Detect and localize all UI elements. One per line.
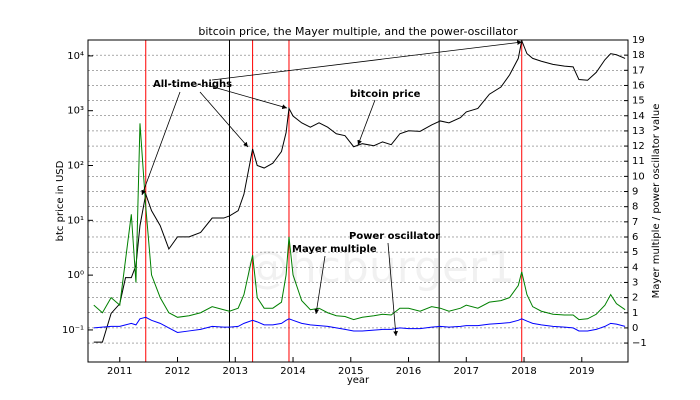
chart-title: bitcoin price, the Mayer multiple, and t… (198, 25, 518, 38)
annotation: All-time-highs (153, 79, 232, 90)
series-line (93, 40, 626, 343)
arrow (199, 91, 249, 148)
x-tick-label: 2016 (396, 366, 421, 377)
y2-tick-label: 19 (632, 35, 645, 46)
series-line (93, 316, 626, 333)
y-tick-label: 10⁴ (67, 51, 84, 62)
y2-tick-label: 18 (632, 50, 645, 61)
y-tick-label: 10³ (67, 106, 84, 117)
x-tick-label: 2018 (511, 366, 536, 377)
x-tick-label: 2012 (165, 366, 190, 377)
x-tick-label: 2015 (338, 366, 363, 377)
annotation: bitcoin price (350, 89, 421, 100)
y2-tick-label: 8 (632, 202, 638, 213)
y2-tick-label: 2 (632, 293, 638, 304)
x-tick-label: 2013 (223, 366, 248, 377)
y2-tick-label: 3 (632, 277, 638, 288)
annotation: Mayer multiple (292, 244, 377, 255)
series-line (93, 123, 626, 321)
plot-layer (88, 40, 628, 362)
y2-tick-label: 4 (632, 262, 638, 273)
plot-area (88, 40, 628, 362)
x-tick-label: 2014 (280, 366, 305, 377)
y2-tick-label: 9 (632, 187, 638, 198)
y2-tick-label: 10 (632, 171, 645, 182)
arrow (209, 85, 288, 109)
x-tick-label: 2011 (107, 366, 132, 377)
arrow (357, 99, 376, 146)
x-tick-label: 2017 (454, 366, 479, 377)
arrow (314, 255, 326, 315)
annotation-arrows (141, 40, 523, 337)
x-tick-label: 2019 (569, 366, 594, 377)
y2-tick-label: 12 (632, 141, 645, 152)
y-tick-label: 10⁻¹ (62, 325, 84, 336)
y-tick-label: 10² (67, 161, 84, 172)
y2-tick-label: 15 (632, 96, 645, 107)
plot-frame (87, 39, 629, 363)
y2-tick-label: 6 (632, 232, 638, 243)
y-tick-label: 10⁰ (67, 270, 84, 281)
y2-tick-label: 11 (632, 156, 645, 167)
arrow (211, 40, 523, 81)
y2-tick-label: 16 (632, 80, 645, 91)
y-axis-label: btc price in USD (55, 160, 66, 241)
y2-tick-label: 14 (632, 111, 645, 122)
x-axis-label: year (347, 375, 370, 386)
y2-axis-label: Mayer multiple / power oscillator value (651, 104, 662, 299)
y2-tick-label: 17 (632, 65, 645, 76)
y2-tick-label: 5 (632, 247, 638, 258)
y2-tick-label: 7 (632, 217, 638, 228)
y2-tick-label: −1 (632, 338, 647, 349)
watermark: @hcburger1 (245, 242, 515, 293)
arrow (387, 242, 398, 337)
y2-tick-label: 0 (632, 323, 638, 334)
arrow (141, 91, 181, 196)
y2-tick-label: 1 (632, 308, 638, 319)
annotation: Power oscillator (349, 231, 440, 242)
y-tick-label: 10¹ (67, 215, 84, 226)
y2-tick-label: 13 (632, 126, 645, 137)
